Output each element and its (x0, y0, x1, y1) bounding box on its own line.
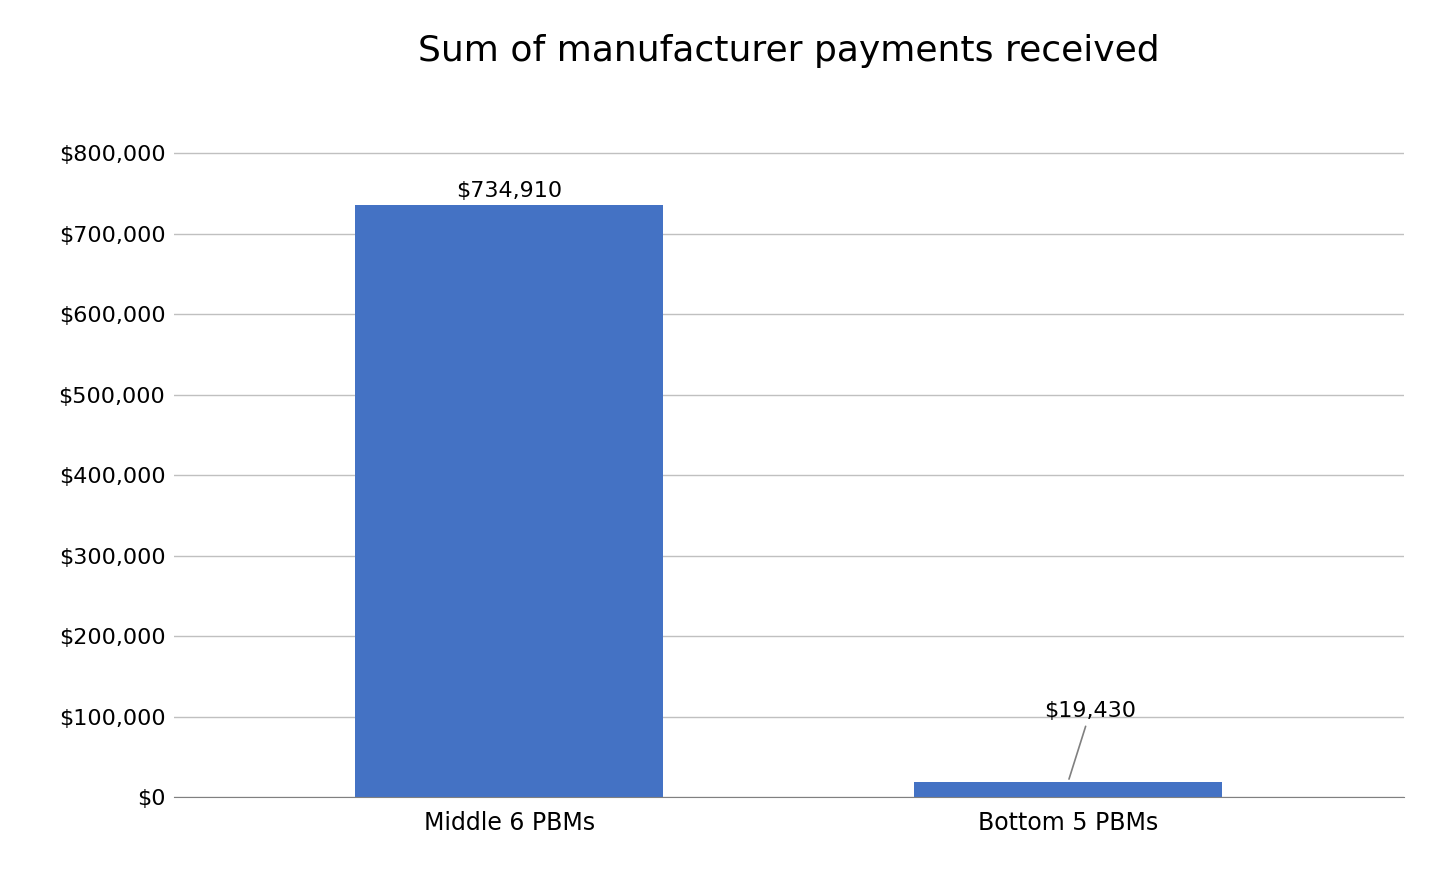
Text: $734,910: $734,910 (456, 181, 561, 200)
Title: Sum of manufacturer payments received: Sum of manufacturer payments received (418, 34, 1159, 68)
Bar (356, 206, 663, 797)
Bar (915, 781, 1221, 797)
Text: $19,430: $19,430 (1045, 701, 1136, 779)
